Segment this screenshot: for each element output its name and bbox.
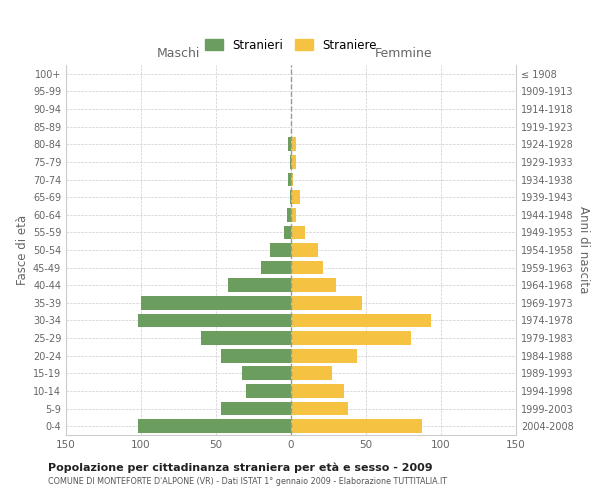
- Legend: Stranieri, Straniere: Stranieri, Straniere: [200, 34, 382, 56]
- Bar: [291, 331, 411, 345]
- Bar: [291, 420, 421, 433]
- Bar: [221, 349, 291, 362]
- Text: Maschi: Maschi: [157, 46, 200, 60]
- Bar: [291, 172, 293, 186]
- Bar: [288, 138, 291, 151]
- Bar: [246, 384, 291, 398]
- Bar: [291, 384, 343, 398]
- Bar: [291, 155, 296, 169]
- Bar: [138, 420, 291, 433]
- Bar: [138, 314, 291, 328]
- Bar: [291, 402, 348, 415]
- Bar: [261, 260, 291, 274]
- Bar: [287, 208, 291, 222]
- Bar: [291, 243, 318, 257]
- Bar: [291, 349, 357, 362]
- Bar: [228, 278, 291, 292]
- Bar: [291, 296, 361, 310]
- Y-axis label: Anni di nascita: Anni di nascita: [577, 206, 590, 294]
- Bar: [284, 226, 291, 239]
- Bar: [288, 172, 291, 186]
- Bar: [291, 138, 296, 151]
- Bar: [291, 314, 431, 328]
- Bar: [201, 331, 291, 345]
- Bar: [291, 190, 300, 204]
- Bar: [291, 366, 331, 380]
- Bar: [270, 243, 291, 257]
- Text: COMUNE DI MONTEFORTE D'ALPONE (VR) - Dati ISTAT 1° gennaio 2009 - Elaborazione T: COMUNE DI MONTEFORTE D'ALPONE (VR) - Dat…: [48, 478, 447, 486]
- Text: Femmine: Femmine: [374, 46, 433, 60]
- Text: Popolazione per cittadinanza straniera per età e sesso - 2009: Popolazione per cittadinanza straniera p…: [48, 462, 433, 473]
- Bar: [221, 402, 291, 415]
- Bar: [290, 155, 291, 169]
- Bar: [291, 226, 305, 239]
- Bar: [241, 366, 291, 380]
- Bar: [291, 260, 323, 274]
- Bar: [141, 296, 291, 310]
- Bar: [291, 208, 296, 222]
- Bar: [290, 190, 291, 204]
- Bar: [291, 278, 336, 292]
- Y-axis label: Fasce di età: Fasce di età: [16, 215, 29, 285]
